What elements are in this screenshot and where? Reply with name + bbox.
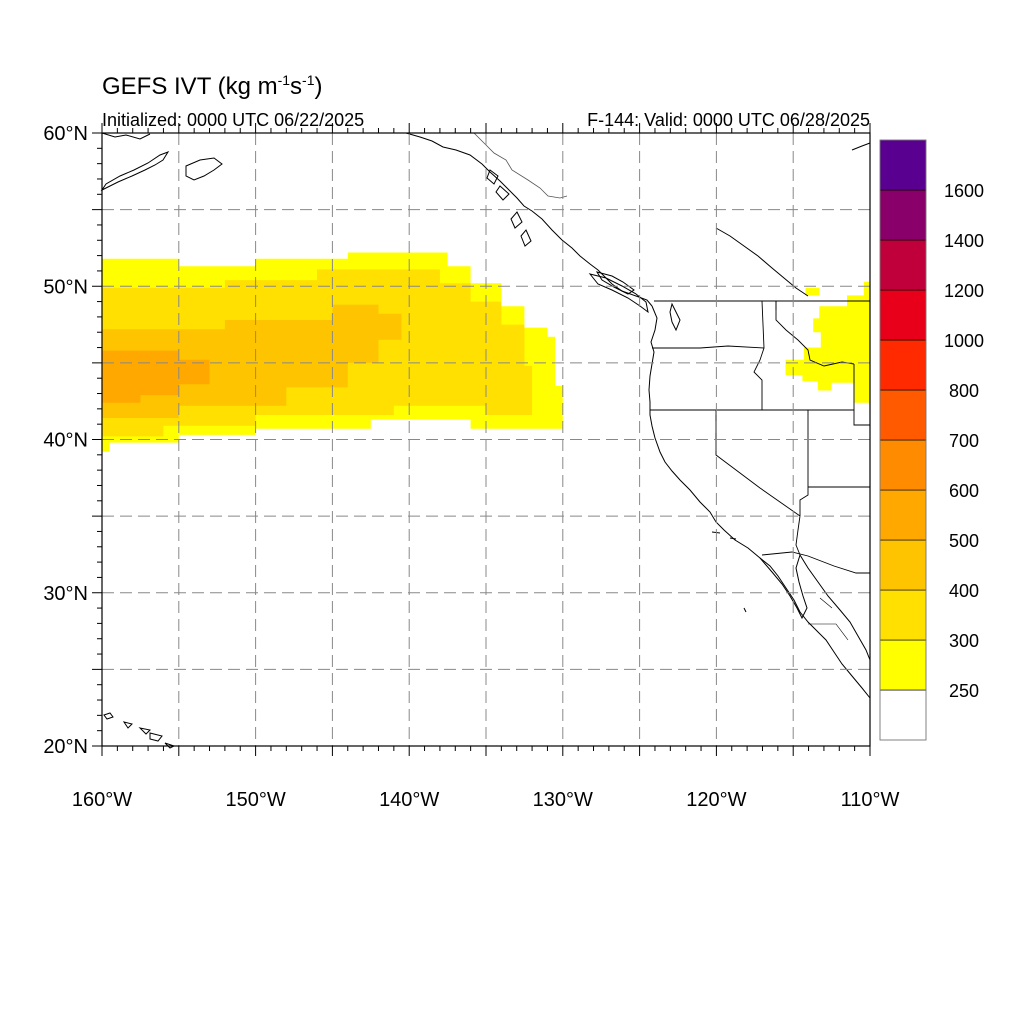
lon-label-3: 130°W xyxy=(533,789,593,811)
ivt-region-inland-blob xyxy=(805,287,820,296)
title-exponent-2: -1 xyxy=(302,72,315,88)
colorbar-box-2 xyxy=(879,589,927,641)
coastline-alaska-bc xyxy=(405,132,653,307)
colorbar-box-8 xyxy=(879,289,927,341)
az-west-border xyxy=(795,515,801,556)
wa-or-border xyxy=(652,345,765,349)
colorbar-label-400: 400 xyxy=(949,581,979,601)
lon-label-2: 140°W xyxy=(379,789,439,811)
lon-label-0: 160°W xyxy=(72,789,132,811)
colorbar-box-0 xyxy=(879,689,927,741)
puget-sound xyxy=(669,302,681,332)
lat-label-2: 40°N xyxy=(43,430,88,452)
title-text: GEFS IVT (kg m xyxy=(102,73,278,100)
lat-label-1: 50°N xyxy=(43,276,88,298)
ca-nv-border xyxy=(715,410,801,517)
title-close: ) xyxy=(314,73,323,100)
az-mexico-border xyxy=(761,551,870,574)
id-mt-border xyxy=(775,301,855,367)
colorbar-label-800: 800 xyxy=(949,381,979,401)
kodiak-island xyxy=(185,157,223,181)
colorbar-label-700: 700 xyxy=(949,431,979,451)
valid-time-label: F-144: Valid: 0000 UTC 06/28/2025 xyxy=(587,110,870,130)
coastline-top-right xyxy=(851,142,871,151)
nv-ut-border xyxy=(799,410,809,516)
map-frame xyxy=(101,132,871,747)
lat-label-0: 60°N xyxy=(43,123,88,145)
colorbar-box-5 xyxy=(879,439,927,491)
wy-border xyxy=(853,364,870,426)
colorbar-label-600: 600 xyxy=(949,481,979,501)
colorbar-label-1400: 1400 xyxy=(944,231,984,251)
lat-label-3: 30°N xyxy=(43,583,88,605)
colorbar-label-1200: 1200 xyxy=(944,281,984,301)
mexico-state-lines xyxy=(808,597,849,641)
colorbar-box-10 xyxy=(879,189,927,241)
axis-ticks-layer xyxy=(92,123,871,756)
graticule-layer xyxy=(102,133,870,746)
political-borders-layer xyxy=(650,300,870,641)
ivt-region-inland-250 xyxy=(785,281,870,403)
mainland-mexico-coast xyxy=(799,554,871,661)
colorbar-outline xyxy=(879,139,927,741)
colorbar-label-500: 500 xyxy=(949,531,979,551)
ivt-region-plume-500 xyxy=(102,350,210,403)
colorbar-label-250: 250 xyxy=(949,681,979,701)
alaska-mainland-corner xyxy=(101,132,151,140)
map-title: GEFS IVT (kg m-1s-1) xyxy=(102,72,323,101)
coastline-alaska-peninsula xyxy=(100,151,170,192)
colorbar-box-1 xyxy=(879,639,927,691)
colorbar-label-300: 300 xyxy=(949,631,979,651)
title-exponent-1: -1 xyxy=(277,72,291,88)
initialized-label: Initialized: 0000 UTC 06/22/2025 xyxy=(102,110,365,130)
colorbar-box-9 xyxy=(879,239,927,291)
vancouver-island xyxy=(588,273,649,314)
colorbar-box-6 xyxy=(879,389,927,441)
lon-label-1: 150°W xyxy=(225,789,285,811)
baja-california xyxy=(759,554,808,620)
lat-label-4: 20°N xyxy=(43,736,88,758)
colorbar-box-11 xyxy=(879,139,927,191)
colorbar-label-1600: 1600 xyxy=(944,181,984,201)
colorbar: 250 300 400 500 600 700 800 1000 1200 1400 1600 xyxy=(879,139,984,741)
colorbar-box-7 xyxy=(879,339,927,391)
coastline-layer xyxy=(100,132,871,749)
lon-label-4: 120°W xyxy=(686,789,746,811)
title-unit-s: s xyxy=(290,73,303,100)
coastline-us-west xyxy=(648,305,871,699)
colorbar-label-1000: 1000 xyxy=(944,331,984,351)
canada-alaska-border xyxy=(473,132,568,199)
axis-labels-layer: 60°N 50°N 40°N 30°N 20°N 160°W 150°W 140°W 130°W… xyxy=(43,123,899,811)
alaska-islands xyxy=(486,169,635,295)
lon-label-5: 110°W xyxy=(841,789,900,811)
hawaii-islands xyxy=(103,712,176,749)
id-west-border xyxy=(753,300,765,410)
colorbar-box-3 xyxy=(879,539,927,591)
colorbar-box-4 xyxy=(879,489,927,541)
